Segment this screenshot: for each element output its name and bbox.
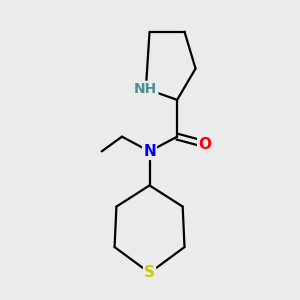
- Text: NH: NH: [134, 82, 158, 96]
- Text: N: N: [143, 144, 156, 159]
- Text: S: S: [144, 265, 155, 280]
- Text: O: O: [198, 136, 211, 152]
